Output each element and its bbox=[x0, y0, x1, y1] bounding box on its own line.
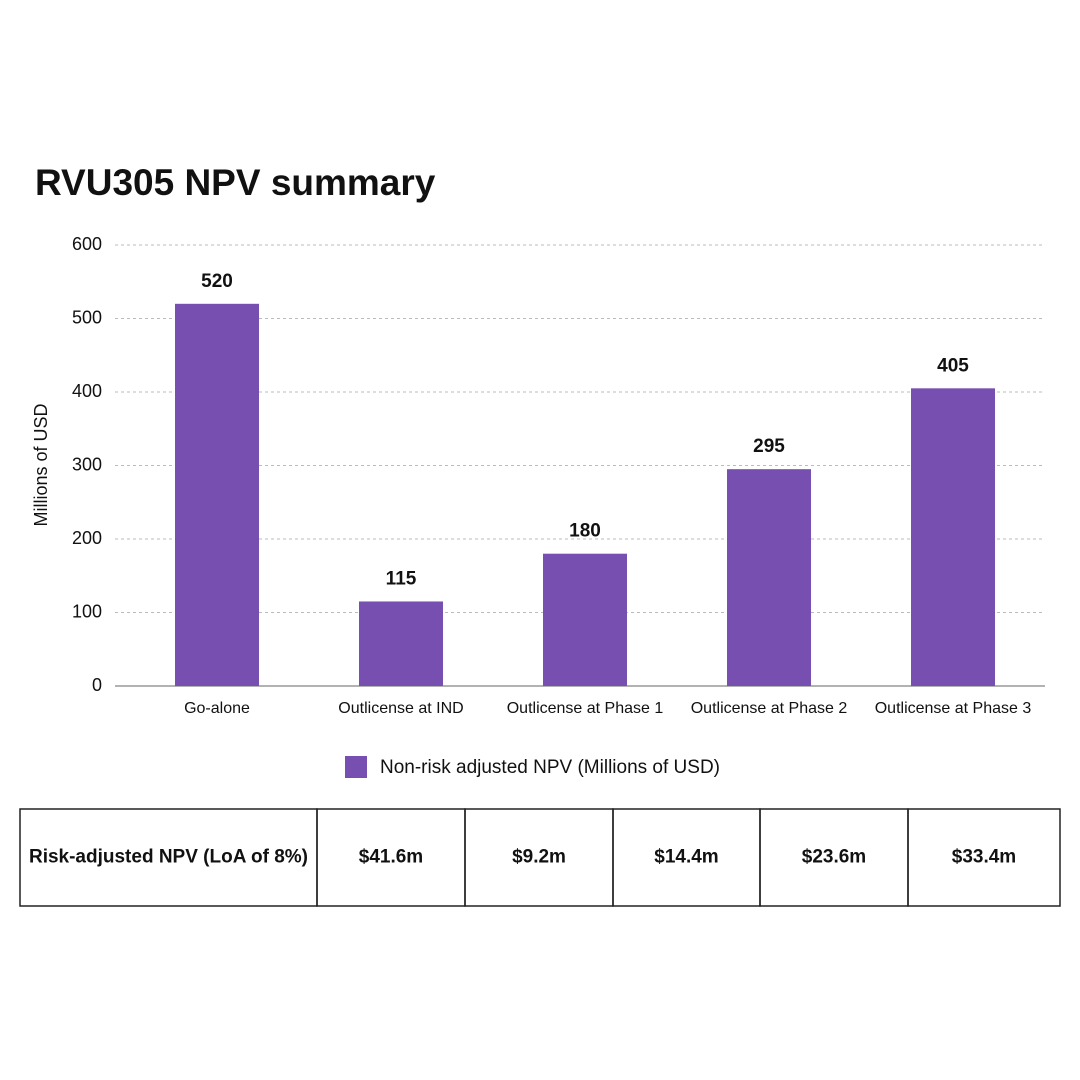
table-text: $14.4m bbox=[654, 847, 718, 868]
y-tick-label: 100 bbox=[72, 601, 102, 621]
chart-title: RVU305 NPV summary bbox=[35, 162, 436, 203]
x-tick-label: Outlicense at Phase 2 bbox=[691, 700, 848, 717]
y-tick-label: 600 bbox=[72, 234, 102, 254]
y-tick-label: 200 bbox=[72, 528, 102, 548]
value-label: 295 bbox=[753, 436, 785, 457]
table-text: $41.6m bbox=[359, 847, 423, 868]
legend-swatch bbox=[345, 756, 367, 778]
table-text: Risk-adjusted NPV (LoA of 8%) bbox=[29, 847, 308, 868]
x-tick-label: Outlicense at Phase 1 bbox=[507, 700, 664, 717]
y-tick-label: 300 bbox=[72, 454, 102, 474]
table-text: $33.4m bbox=[952, 847, 1016, 868]
table-text: $9.2m bbox=[512, 847, 566, 868]
table-cell bbox=[907, 808, 1061, 907]
value-label: 520 bbox=[201, 271, 233, 292]
bar bbox=[727, 469, 811, 686]
y-tick-label: 0 bbox=[92, 675, 102, 695]
table-text: $23.6m bbox=[802, 847, 866, 868]
y-tick-label: 400 bbox=[72, 381, 102, 401]
bar bbox=[359, 601, 443, 686]
bar bbox=[543, 553, 627, 686]
x-tick-label: Outlicense at IND bbox=[338, 700, 463, 717]
x-tick-label: Outlicense at Phase 3 bbox=[875, 700, 1032, 717]
value-label: 115 bbox=[386, 568, 417, 589]
y-axis-label: Millions of USD bbox=[31, 403, 51, 526]
legend-label: Non-risk adjusted NPV (Millions of USD) bbox=[380, 757, 720, 778]
value-label: 405 bbox=[937, 355, 969, 376]
x-tick-label: Go-alone bbox=[184, 700, 250, 717]
y-tick-label: 500 bbox=[72, 307, 102, 327]
value-label: 180 bbox=[569, 521, 601, 542]
bar bbox=[175, 303, 259, 686]
bar bbox=[911, 388, 995, 686]
